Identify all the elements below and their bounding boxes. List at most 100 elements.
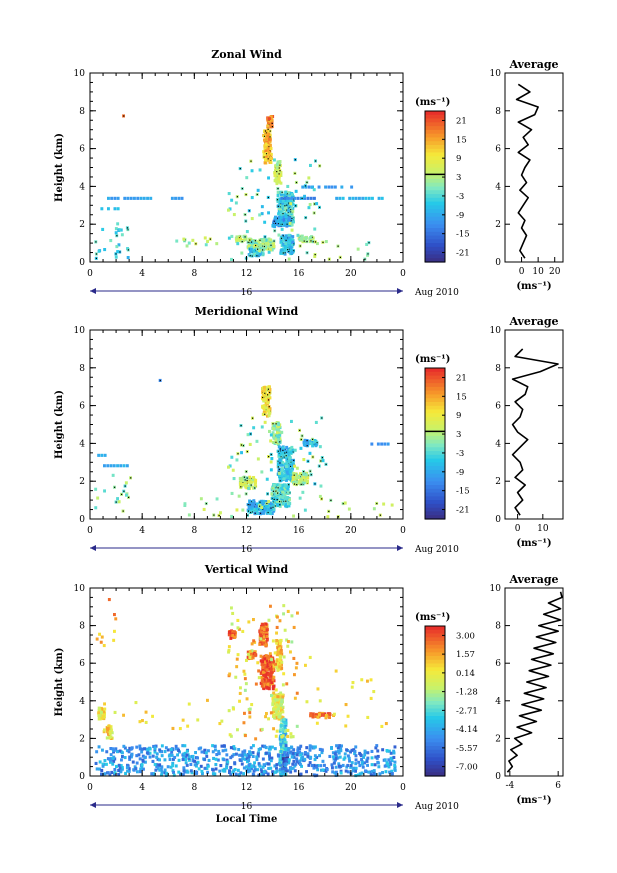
data-cell [139, 767, 143, 771]
profile-unit-label: (ms⁻¹) [516, 538, 551, 549]
colorbar-tick-label: -9 [456, 211, 464, 221]
data-cell [313, 227, 317, 231]
data-cell [136, 770, 139, 774]
data-cell [338, 196, 342, 200]
data-cell [251, 751, 255, 755]
data-cell [142, 767, 145, 771]
data-cell [97, 714, 101, 718]
contour-dot [312, 456, 314, 458]
data-cell [359, 754, 363, 758]
data-cell [229, 734, 233, 738]
colorbar-segment [425, 473, 445, 479]
data-cell [354, 758, 358, 762]
profile-x-tick-label: 0 [519, 267, 525, 277]
data-cell [282, 218, 286, 222]
colorbar-segment [425, 689, 445, 695]
contour-dot [284, 252, 286, 254]
data-cell [279, 703, 283, 707]
data-cell [320, 751, 324, 755]
profile-y-tick-label: 2 [495, 477, 501, 487]
data-cell [116, 196, 120, 200]
data-cell [253, 653, 257, 657]
data-cell [153, 763, 157, 767]
data-cell [360, 771, 364, 775]
data-cell [187, 702, 191, 706]
contour-dot [247, 514, 249, 516]
colorbar-segment [425, 723, 445, 728]
data-cell [350, 761, 354, 765]
data-cell [281, 483, 285, 487]
data-cell [383, 442, 387, 446]
data-cell [267, 211, 270, 215]
data-cell [288, 221, 292, 225]
data-cell [188, 758, 191, 762]
data-cell [290, 244, 293, 248]
contour-dot [95, 241, 97, 243]
data-cell [235, 235, 239, 239]
data-cell [286, 464, 290, 468]
colorbar-segment [425, 768, 445, 773]
data-cell [290, 223, 294, 227]
contour-dot [242, 445, 244, 447]
data-cell [283, 733, 287, 737]
contour-dot [276, 199, 279, 201]
profile-x-tick-label: 0 [515, 524, 521, 534]
data-cell [260, 727, 264, 731]
contour-dot [342, 503, 344, 505]
data-cell [354, 754, 358, 758]
data-cell [267, 751, 271, 755]
contour-dot [301, 197, 303, 199]
data-cell [347, 507, 351, 511]
data-cell [278, 488, 282, 492]
contour-dot [123, 490, 125, 492]
data-cell [337, 751, 341, 755]
contour-dot [282, 252, 284, 254]
data-cell [308, 655, 312, 659]
data-cell [229, 766, 233, 770]
data-cell [281, 202, 285, 206]
data-cell [250, 169, 254, 173]
colorbar-frame [424, 110, 446, 263]
colorbar-segment [425, 368, 445, 373]
contour-dot [314, 203, 316, 205]
colorbar-segment [425, 171, 445, 176]
data-cell [285, 462, 289, 466]
data-cell [333, 712, 336, 716]
data-cell [363, 761, 366, 765]
contour-dot [274, 222, 277, 224]
data-cell [126, 196, 130, 200]
data-cell [346, 770, 350, 774]
data-cell [196, 760, 200, 764]
data-cell [265, 241, 269, 245]
data-cell [160, 744, 164, 748]
data-cell [245, 765, 249, 769]
data-cell [103, 489, 106, 493]
data-cell [280, 702, 283, 706]
data-cell [262, 678, 266, 682]
contour-dot [290, 209, 292, 211]
data-cell [263, 161, 267, 165]
profile-unit-label: (ms⁻¹) [516, 795, 551, 806]
colorbar-segment [425, 727, 445, 732]
data-cell [215, 242, 219, 246]
data-cell [235, 508, 239, 512]
colorbar-segment [425, 148, 445, 154]
data-cell [271, 745, 274, 749]
data-cell [306, 752, 310, 756]
data-cell [255, 508, 259, 512]
data-cell [351, 196, 355, 200]
data-cell [283, 462, 286, 466]
data-cell [286, 496, 290, 500]
data-cell [273, 770, 277, 774]
data-cell [270, 756, 274, 760]
data-cell [95, 767, 99, 771]
data-cell [254, 250, 258, 254]
data-cell [248, 711, 252, 715]
data-cell [284, 206, 288, 210]
data-cell [388, 760, 392, 764]
data-cell [152, 772, 156, 776]
data-cell [282, 235, 286, 239]
y-tick-label: 6 [79, 659, 85, 669]
data-cell [102, 714, 105, 718]
data-cell [366, 751, 370, 755]
